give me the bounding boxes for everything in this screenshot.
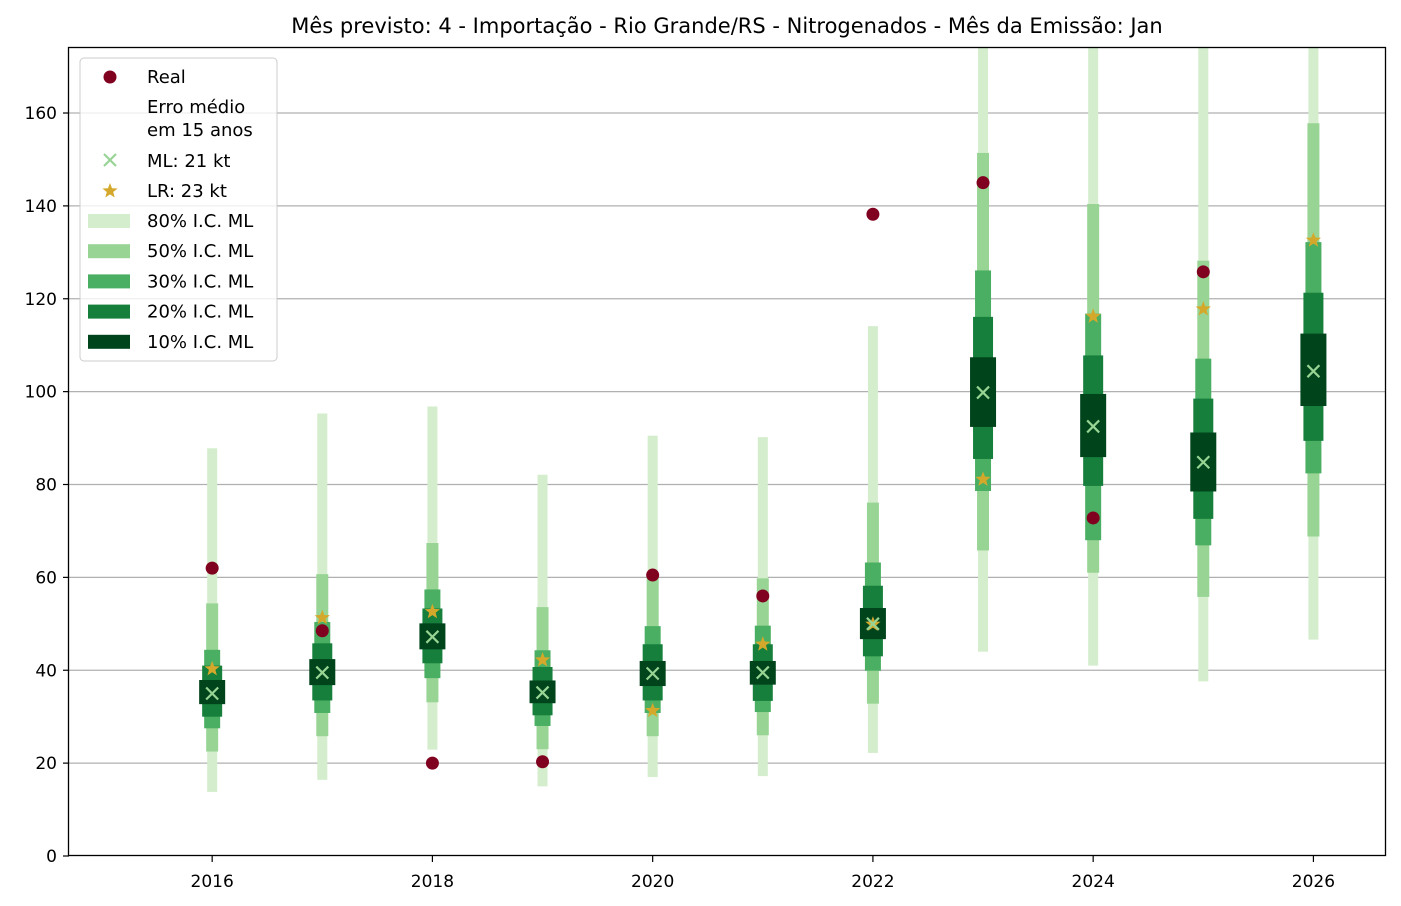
legend-interval-label-4: 10% I.C. ML (147, 332, 253, 353)
x-tick-label-2026: 2026 (1292, 872, 1335, 892)
y-tick-label-140: 140 (25, 197, 57, 217)
lr-point-2025 (1195, 300, 1211, 316)
real-point-2022 (866, 207, 880, 221)
ml-point-2018 (425, 630, 440, 644)
legend-swatch-1 (88, 244, 130, 259)
x-tick-label-2018: 2018 (411, 872, 454, 892)
real-point-2024 (1086, 511, 1100, 525)
x-tick-label-2020: 2020 (631, 872, 674, 892)
ml-point-2021 (756, 665, 770, 680)
real-point-2023 (976, 176, 990, 190)
interval-bars (199, 48, 1327, 792)
chart-title: Mês previsto: 4 - Importação - Rio Grand… (291, 14, 1162, 38)
axes: 0 20 40 60 80 100 120 140 160 2016 2018 2020 2022 202… (25, 104, 1336, 892)
legend-swatch-4 (88, 334, 130, 349)
plot-frame (67, 46, 1387, 857)
lr-point-2021 (755, 636, 771, 651)
y-tick-label-0: 0 (46, 847, 57, 867)
y-tick-label-100: 100 (25, 383, 57, 403)
legend-lr-label: LR: 23 kt (147, 181, 227, 202)
y-tick-label-160: 160 (25, 104, 57, 124)
y-tick-label-40: 40 (35, 661, 57, 681)
legend-swatch-0 (88, 214, 130, 228)
x-tick-label-2016: 2016 (191, 872, 234, 892)
real-point-2025 (1196, 265, 1210, 279)
ml-point-2026 (1306, 364, 1321, 378)
legend-erro-line1: Erro médio (147, 97, 245, 118)
ml-point-2022 (866, 617, 880, 631)
legend-interval-label-0: 80% I.C. ML (147, 211, 253, 232)
y-tick-label-80: 80 (35, 476, 57, 496)
real-point-2021 (756, 589, 770, 603)
data-points (204, 176, 1322, 770)
lr-point-2018 (424, 603, 441, 619)
x-tick-label-2022: 2022 (851, 872, 894, 892)
ml-point-2023 (976, 385, 990, 400)
legend-swatch-2 (88, 274, 130, 289)
lr-point-2017 (314, 609, 330, 625)
real-point-2017 (315, 624, 329, 638)
ml-point-2019 (535, 685, 550, 700)
legend-lr-marker (102, 183, 118, 198)
legend-interval-label-3: 20% I.C. ML (147, 302, 253, 323)
y-tick-label-120: 120 (25, 290, 57, 310)
lr-point-2020 (645, 702, 661, 718)
y-tick-label-20: 20 (35, 754, 57, 774)
legend-interval-label-1: 50% I.C. ML (147, 241, 253, 262)
y-tick-label-60: 60 (35, 568, 57, 588)
lr-point-2024 (1085, 308, 1101, 323)
grid-lines (69, 112, 1385, 764)
real-point-2018 (425, 756, 439, 770)
real-point-2019 (536, 755, 550, 769)
legend-erro-line2: em 15 anos (147, 120, 253, 141)
ml-point-2025 (1196, 455, 1211, 469)
legend-real-label: Real (147, 67, 186, 88)
ml-point-2017 (315, 665, 330, 680)
legend-ml-marker (103, 153, 117, 167)
ml-point-2020 (645, 666, 660, 681)
legend-swatch-3 (88, 304, 130, 319)
legend-real-marker (103, 70, 117, 84)
lr-point-2016 (204, 660, 220, 676)
legend-ml-label: ML: 21 kt (147, 151, 230, 172)
legend: Real Erro médio em 15 anos ML: 21 kt LR:… (79, 57, 278, 362)
lr-point-2019 (534, 652, 551, 667)
real-point-2020 (646, 568, 660, 582)
real-point-2016 (205, 561, 219, 575)
ml-point-2016 (205, 686, 219, 701)
lr-point-2023 (975, 471, 991, 486)
x-tick-label-2024: 2024 (1072, 872, 1115, 892)
legend-interval-label-2: 30% I.C. ML (147, 271, 253, 292)
lr-point-2026 (1305, 232, 1322, 247)
ml-point-2024 (1086, 419, 1100, 434)
